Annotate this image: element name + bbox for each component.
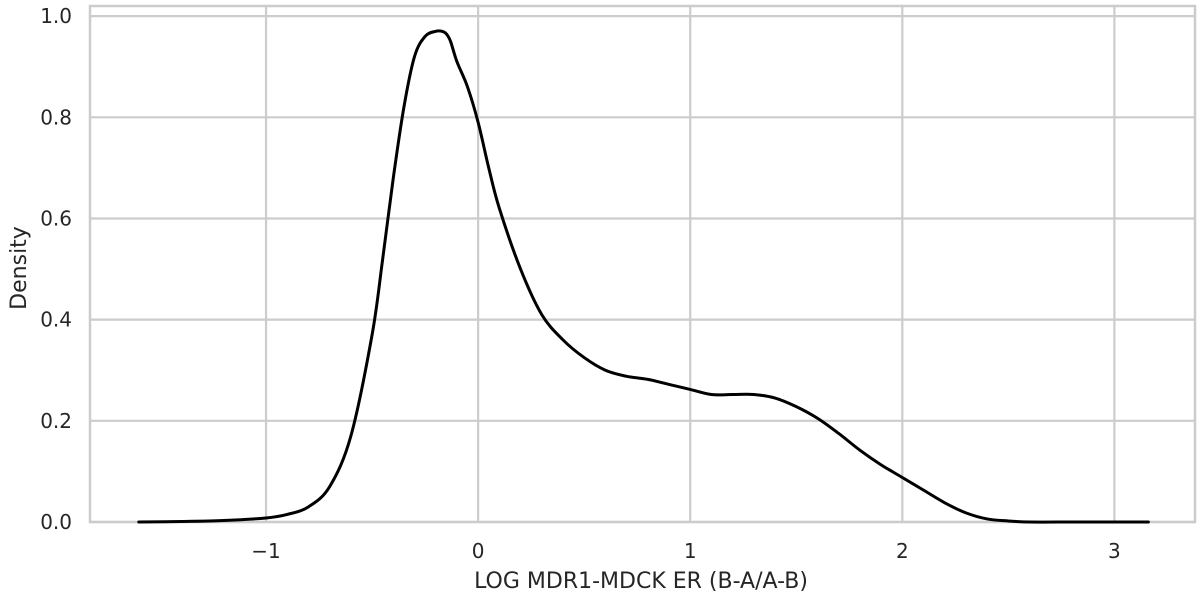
x-tick-label: 2 [896, 539, 909, 563]
series-group [137, 29, 1150, 524]
x-tick-label: −1 [251, 539, 280, 563]
y-tick-label: 0.2 [40, 409, 72, 433]
x-tick-label: 3 [1108, 539, 1121, 563]
x-tick-label: 0 [472, 539, 485, 563]
x-axis-title: LOG MDR1-MDCK ER (B-A/A-B) [474, 569, 808, 594]
y-tick-labels: 0.0 0.2 0.4 0.6 0.8 1.0 [40, 4, 72, 534]
y-tick-label: 0.8 [40, 105, 72, 129]
grid-lines [90, 6, 1195, 524]
y-tick-label: 0.6 [40, 206, 72, 230]
y-tick-label: 0.4 [40, 308, 72, 332]
y-tick-label: 1.0 [40, 4, 72, 28]
x-tick-labels: −1 0 1 2 3 [251, 539, 1120, 563]
y-tick-label: 0.0 [40, 510, 72, 534]
plot-border [88, 4, 1197, 524]
plot-frame [88, 4, 1197, 524]
y-axis-title: Density [7, 226, 32, 310]
density-curve [137, 29, 1150, 524]
x-tick-label: 1 [684, 539, 697, 563]
